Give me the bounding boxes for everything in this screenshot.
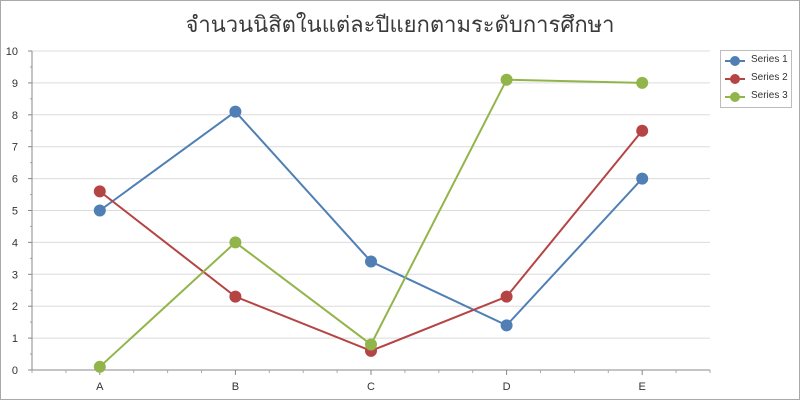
data-point [366,339,377,350]
legend-label: Series 2 [751,72,788,83]
y-tick-label: 0 [12,365,18,377]
y-tick-label: 4 [12,237,18,249]
y-tick-label: 8 [12,110,18,122]
legend-marker [730,92,740,102]
data-point [94,205,105,216]
x-tick-label: A [96,381,104,393]
legend: Series 1 Series 2 Series 3 [720,50,792,108]
legend-label: Series 3 [751,90,788,101]
data-point [637,125,648,136]
data-point [230,291,241,302]
data-point [230,106,241,117]
x-tick-label: B [232,381,239,393]
y-tick-label: 3 [12,269,18,281]
legend-item: Series 2 [721,70,791,88]
data-point [501,74,512,85]
data-point [637,77,648,88]
gridlines [32,51,710,370]
data-point [94,361,105,372]
x-tick-label: C [367,381,375,393]
legend-item: Series 1 [721,52,791,70]
y-tick-label: 1 [12,333,18,345]
legend-marker [730,74,740,84]
legend-label: Series 1 [751,54,788,65]
data-point [637,173,648,184]
x-tick-label: E [639,381,646,393]
y-tick-label: 7 [12,142,18,154]
data-point [366,256,377,267]
data-point [94,186,105,197]
data-point [501,291,512,302]
legend-marker [730,56,740,66]
x-tick-label: D [503,381,511,393]
y-tick-label: 10 [6,46,18,58]
y-tick-label: 6 [12,174,18,186]
legend-item: Series 3 [721,88,791,106]
y-tick-label: 9 [12,78,18,90]
data-point [230,237,241,248]
y-tick-label: 2 [12,301,18,313]
y-tick-label: 5 [12,206,18,218]
data-point [501,320,512,331]
